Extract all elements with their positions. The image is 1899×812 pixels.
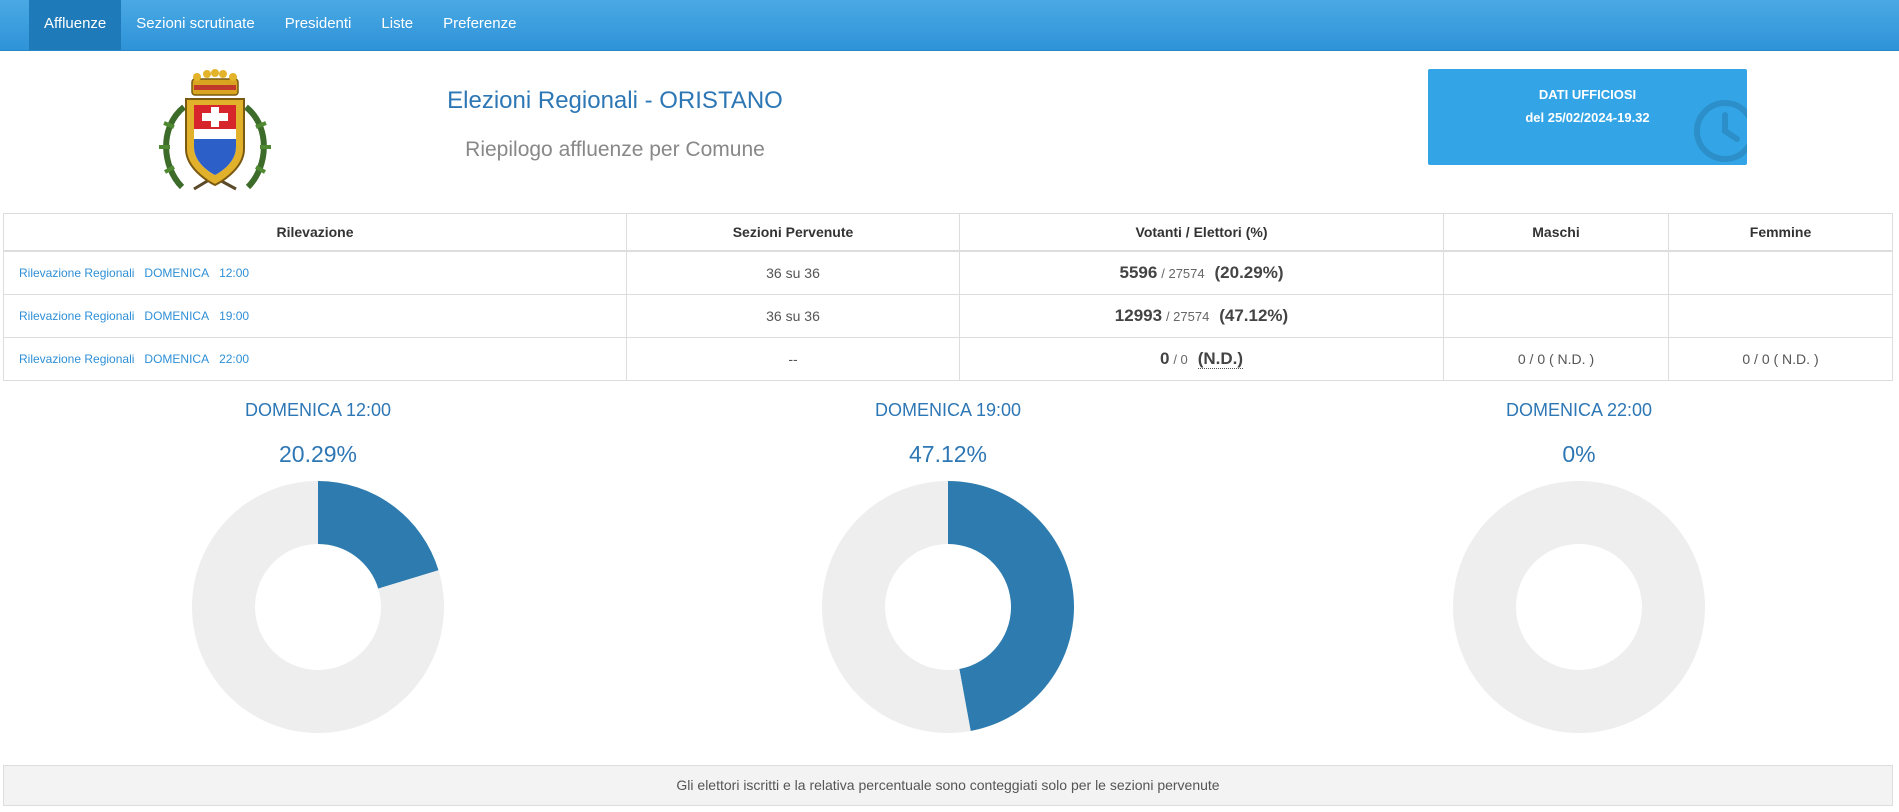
chart-title: DOMENICA 22:00 — [1505, 400, 1653, 420]
voters-count: 5596 — [1119, 263, 1158, 282]
footer-note: Gli elettori iscritti e la relativa perc… — [3, 765, 1893, 806]
donut-chart — [192, 481, 444, 733]
rilevazione-time[interactable]: 22:00 — [219, 352, 250, 366]
rilevazione-time[interactable]: 19:00 — [219, 309, 250, 323]
chart-title: DOMENICA 12:00 — [244, 400, 392, 420]
rilevazione-kind[interactable]: Rilevazione Regionali — [19, 352, 135, 366]
remaining-slice — [1453, 481, 1705, 733]
nav-menu: Affluenze Sezioni scrutinate Presidenti … — [0, 0, 1899, 50]
nav-item-sezioni-scrutinate[interactable]: Sezioni scrutinate — [136, 15, 255, 32]
rilevazione-kind[interactable]: Rilevazione Regionali — [19, 309, 135, 323]
data-status-box: DATI UFFICIOSI del 25/02/2024-19.32 — [1428, 69, 1747, 165]
column-header-votanti-elettori: Votanti / Elettori (%) — [959, 213, 1444, 252]
voters-count: 0 — [1159, 349, 1170, 368]
nav-item-liste[interactable]: Liste — [381, 15, 414, 32]
chart-percent-label: 20.29% — [278, 441, 357, 467]
chart-percent-label: 0% — [1562, 441, 1596, 467]
table-row: Rilevazione Regionali DOMENICA 12:00 36 su… — [3, 250, 1893, 295]
turnout-percent: (N.D.) — [1197, 349, 1244, 369]
rilevazione-link[interactable]: Rilevazione Regionali DOMENICA 19:00 — [3, 294, 627, 338]
clock-icon — [1694, 100, 1747, 162]
sections-cell: 36 su 36 — [626, 250, 960, 295]
rilevazione-link[interactable]: Rilevazione Regionali DOMENICA 22:00 — [3, 337, 627, 381]
turnout-slice — [948, 481, 1074, 731]
column-header-maschi: Maschi — [1443, 213, 1669, 252]
electors-count: / 0 — [1173, 352, 1188, 367]
turnout-percent: (20.29%) — [1214, 263, 1284, 282]
remaining-slice — [192, 481, 444, 733]
column-header-rilevazione: Rilevazione — [3, 213, 627, 252]
rilevazione-day[interactable]: DOMENICA — [144, 266, 210, 280]
municipal-coat-of-arms-logo — [159, 69, 271, 191]
data-status-timestamp: del 25/02/2024-19.32 — [1525, 110, 1650, 125]
female-cell — [1668, 250, 1893, 295]
electors-count: / 27574 — [1161, 266, 1205, 281]
electors-count: / 27574 — [1165, 309, 1210, 324]
turnout-donut-chart-1900: DOMENICA 19:00 47.12% — [773, 395, 1123, 755]
data-status-label: DATI UFFICIOSI — [1538, 87, 1637, 102]
rilevazione-kind[interactable]: Rilevazione Regionali — [19, 266, 135, 280]
rilevazione-day[interactable]: DOMENICA — [144, 352, 210, 366]
sections-cell: 36 su 36 — [626, 294, 960, 338]
rilevazione-link[interactable]: Rilevazione Regionali DOMENICA 12:00 — [3, 250, 627, 295]
votes-cell: 12993 / 27574 (47.12%) — [959, 294, 1444, 338]
female-cell: 0 / 0 ( N.D. ) — [1668, 337, 1893, 381]
table-header-row: Rilevazione Sezioni Pervenute Votanti / … — [3, 213, 1893, 252]
voters-count: 12993 — [1114, 306, 1163, 325]
nav-item-affluenze[interactable]: Affluenze — [29, 0, 122, 50]
female-cell — [1668, 294, 1893, 338]
turnout-slice — [318, 481, 439, 589]
chart-percent-label: 47.12% — [908, 441, 987, 467]
male-cell: 0 / 0 ( N.D. ) — [1443, 337, 1669, 381]
remaining-slice — [822, 481, 971, 733]
turnout-donut-chart-1200: DOMENICA 12:00 20.29% — [143, 395, 493, 755]
donut-chart — [822, 481, 1074, 733]
nav-item-preferenze[interactable]: Preferenze — [443, 15, 517, 32]
page-subtitle: Riepilogo affluenze per Comune — [465, 138, 765, 161]
column-header-sezioni-pervenute: Sezioni Pervenute — [626, 213, 960, 252]
turnout-percent: (47.12%) — [1219, 306, 1289, 325]
chart-title: DOMENICA 19:00 — [874, 400, 1022, 420]
top-navbar: Affluenze Sezioni scrutinate Presidenti … — [0, 0, 1899, 51]
turnout-table: Rilevazione Sezioni Pervenute Votanti / … — [3, 213, 1893, 381]
male-cell — [1443, 294, 1669, 338]
turnout-donut-chart-2200: DOMENICA 22:00 0% — [1404, 395, 1754, 755]
table-row: Rilevazione Regionali DOMENICA 22:00 -- 0 … — [3, 337, 1893, 381]
male-cell — [1443, 250, 1669, 295]
sections-cell: -- — [626, 337, 960, 381]
column-header-femmine: Femmine — [1668, 213, 1893, 252]
nav-item-presidenti[interactable]: Presidenti — [284, 15, 352, 32]
votes-cell: 0 / 0 (N.D.) — [959, 337, 1444, 381]
donut-chart — [1453, 481, 1705, 733]
rilevazione-time[interactable]: 12:00 — [219, 266, 250, 280]
table-row: Rilevazione Regionali DOMENICA 19:00 36 su… — [3, 294, 1893, 338]
page-title: Elezioni Regionali - ORISTANO — [447, 87, 783, 114]
rilevazione-day[interactable]: DOMENICA — [144, 309, 210, 323]
votes-cell: 5596 / 27574 (20.29%) — [959, 250, 1444, 295]
